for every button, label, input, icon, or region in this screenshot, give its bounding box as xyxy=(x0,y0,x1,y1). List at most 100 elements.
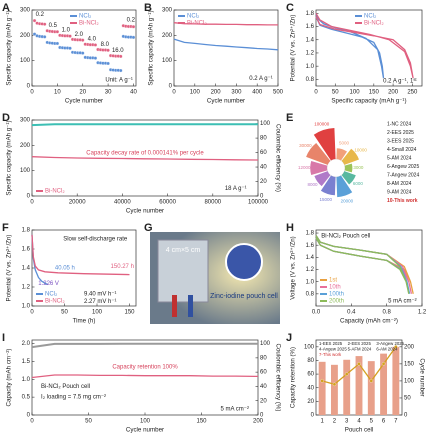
data-point xyxy=(369,379,374,383)
data-point xyxy=(119,54,123,59)
annotation: 150.27 h xyxy=(111,264,134,270)
y-tick-label: 0.8 xyxy=(306,77,315,83)
y2-tick-label: 20 xyxy=(260,398,267,404)
y-tick-label: 1.8 xyxy=(306,11,315,17)
y2-tick-label: 100 xyxy=(260,341,271,347)
data-point xyxy=(320,379,324,383)
category-label: 2-EES 2025 xyxy=(387,130,414,136)
data-point xyxy=(381,362,386,366)
x-axis-label: Cycle number xyxy=(126,427,164,434)
photo-panel: G 4 cm×5 cm Zinc-iodine pouch cell xyxy=(144,222,280,324)
x-tick-label: 0.8 xyxy=(382,310,391,316)
y-tick-label: 300 xyxy=(20,118,31,124)
data-point xyxy=(32,32,37,36)
annotation: 9.40 mV h⁻¹ xyxy=(84,291,117,297)
y-tick-label: 0 xyxy=(311,413,315,419)
x-tick-label: 7 xyxy=(394,419,398,425)
value-label: 15000 xyxy=(319,197,332,202)
y-tick-label: 1.0 xyxy=(306,279,315,285)
series-line xyxy=(31,374,259,379)
annotation: Capacity decay rate of 0.000141% per cyc… xyxy=(86,150,204,156)
annotation: 2.0 xyxy=(75,32,84,38)
y-tick-label: 1.6 xyxy=(306,243,315,249)
value-label: 20000 xyxy=(341,199,354,204)
data-point xyxy=(131,35,136,40)
legend-label: NCl₂ xyxy=(45,292,58,298)
bar xyxy=(343,359,351,415)
legend-label: NCl₂ xyxy=(79,14,92,20)
y-axis-label: Potential (V vs. Zn²⁺/Zn) xyxy=(290,15,297,82)
y2-tick-label: 40 xyxy=(260,384,267,390)
x-tick-label: 100 xyxy=(140,419,151,425)
x-tick-label: 150 xyxy=(196,419,207,425)
x-tick-label: 150 xyxy=(124,310,135,316)
x-axis-label: Specific capacity (mAh g⁻¹) xyxy=(331,98,406,105)
x-tick-label: 100 xyxy=(92,310,103,316)
panel-label: F xyxy=(2,222,9,234)
x-tick-label: 0.0 xyxy=(312,310,321,316)
x-tick-label: 2 xyxy=(333,419,337,425)
y-tick-label: 1.0 xyxy=(22,377,31,383)
x-tick-label: 200 xyxy=(253,419,264,425)
value-label: 12000 xyxy=(298,165,311,170)
radial-bar xyxy=(313,128,336,161)
y2-tick-label: 200 xyxy=(404,344,415,350)
data-point xyxy=(131,24,136,29)
bar xyxy=(330,364,338,415)
radial-bar xyxy=(314,171,331,187)
logo xyxy=(225,243,263,281)
data-point xyxy=(80,51,85,55)
x-tick-label: 4 xyxy=(357,419,361,425)
series-line xyxy=(315,12,414,79)
y-tick-label: 100 xyxy=(20,58,31,64)
panel-label: A xyxy=(2,2,10,14)
data-point xyxy=(42,35,47,39)
data-point xyxy=(106,48,110,53)
plot-frame xyxy=(173,9,279,87)
y-tick-label: 200 xyxy=(20,143,31,149)
x-axis-label: Cycle number xyxy=(126,208,164,215)
legend-label: 100th xyxy=(329,292,344,298)
plot-frame xyxy=(31,119,259,197)
x-tick-label: 200 xyxy=(388,90,399,96)
x-tick-label: 10 xyxy=(54,90,61,96)
y-tick-label: 1.0 xyxy=(22,304,31,310)
radial-bar xyxy=(320,175,336,196)
legend-label: NCl₂ xyxy=(364,14,377,20)
legend-label: Bi-NCl₂ xyxy=(79,21,99,27)
y-tick-label: 1.2 xyxy=(22,285,31,291)
value-label: 3000 xyxy=(353,165,364,170)
annotation: 5 mA cm⁻² xyxy=(388,298,417,304)
series-line xyxy=(315,235,410,294)
legend-label: Bi-NCl₂ xyxy=(45,189,65,195)
legend-label: 1st xyxy=(329,278,337,284)
radial-bar xyxy=(341,148,359,165)
value-label: 5000 xyxy=(339,141,350,146)
x-tick-label: 400 xyxy=(252,90,263,96)
y-tick-label: 100 xyxy=(304,344,315,350)
y-tick-label: 300 xyxy=(20,8,31,14)
series-line xyxy=(31,342,258,349)
plot-frame xyxy=(315,9,423,87)
legend-label: 10th xyxy=(329,285,341,291)
series-line xyxy=(173,38,279,51)
x-tick-label: 5 xyxy=(370,419,374,425)
annotation: 1.0 xyxy=(62,27,71,33)
value-label: 8000 xyxy=(308,182,319,187)
x-tick-label: 50 xyxy=(61,310,68,316)
panel-label: E xyxy=(286,112,293,124)
y2-tick-label: 150 xyxy=(404,361,415,367)
legend-label: 200th xyxy=(329,299,344,305)
y2-tick-label: 60 xyxy=(260,150,267,156)
annotation: 4.0 xyxy=(88,36,97,42)
y-tick-label: 1.8 xyxy=(22,228,31,234)
y-tick-label: 1.4 xyxy=(306,255,315,261)
x-tick-label: 1 xyxy=(320,419,324,425)
x-tick-label: 0.4 xyxy=(347,310,356,316)
radial-bar xyxy=(310,161,328,175)
y2-tick-label: 80 xyxy=(260,355,267,361)
radial-bar xyxy=(306,143,331,165)
y-axis-label: Potential (V vs. Zn²⁺/Zn) xyxy=(6,235,13,302)
x-tick-label: 100 xyxy=(190,90,201,96)
